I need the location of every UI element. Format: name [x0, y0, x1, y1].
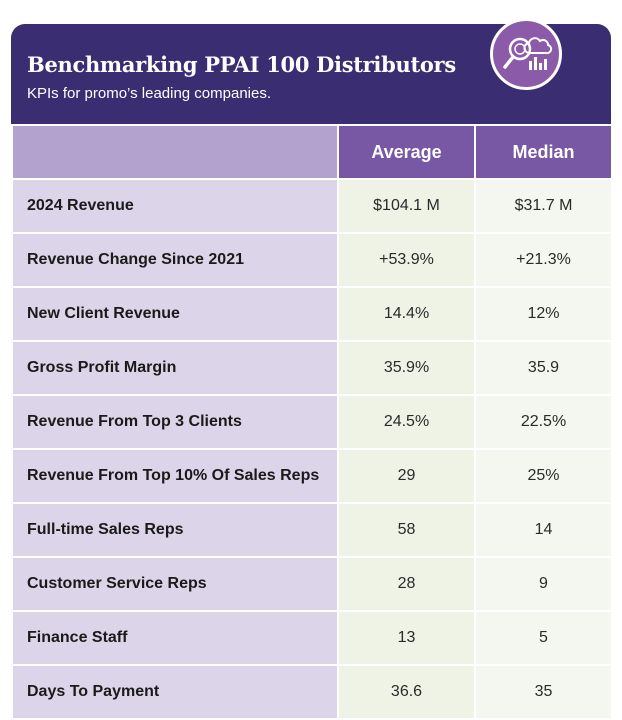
table-row: Revenue Change Since 2021 +53.9% +21.3% — [11, 232, 613, 288]
table-row: Days To Payment 36.6 35 — [11, 664, 613, 720]
row-label: New Client Revenue — [11, 286, 339, 342]
average-value: 36.6 — [337, 664, 476, 720]
median-value: 9 — [474, 556, 613, 612]
table-header-row: Average Median — [11, 124, 613, 180]
row-label: Gross Profit Margin — [11, 340, 339, 396]
median-value: 25% — [474, 448, 613, 504]
row-label: Finance Staff — [11, 610, 339, 666]
table-row: 2024 Revenue $104.1 M $31.7 M — [11, 178, 613, 234]
benchmark-card: Benchmarking PPAI 100 Distributors KPIs … — [11, 18, 613, 720]
header-banner: Benchmarking PPAI 100 Distributors KPIs … — [11, 18, 611, 124]
average-value: 14.4% — [337, 286, 476, 342]
page-subtitle: KPIs for promo’s leading companies. — [27, 85, 272, 102]
page-title: Benchmarking PPAI 100 Distributors — [27, 52, 456, 77]
row-label: Full-time Sales Reps — [11, 502, 339, 558]
average-value: 28 — [337, 556, 476, 612]
median-value: 12% — [474, 286, 613, 342]
row-label: Revenue Change Since 2021 — [11, 232, 339, 288]
header-average: Average — [337, 124, 476, 180]
analytics-magnifier-icon-graphic — [503, 37, 553, 70]
median-value: 22.5% — [474, 394, 613, 450]
average-value: 58 — [337, 502, 476, 558]
median-value: 35.9 — [474, 340, 613, 396]
table-row: Gross Profit Margin 35.9% 35.9 — [11, 340, 613, 396]
median-value: 5 — [474, 610, 613, 666]
row-label: Revenue From Top 10% Of Sales Reps — [11, 448, 339, 504]
average-value: 29 — [337, 448, 476, 504]
average-value: 35.9% — [337, 340, 476, 396]
kpi-table: Average Median 2024 Revenue $104.1 M $31… — [11, 124, 613, 720]
average-value: +53.9% — [337, 232, 476, 288]
analytics-magnifier-icon — [490, 18, 562, 90]
table-row: Customer Service Reps 28 9 — [11, 556, 613, 612]
average-value: 13 — [337, 610, 476, 666]
header-median: Median — [474, 124, 613, 180]
table-row: Revenue From Top 10% Of Sales Reps 29 25… — [11, 448, 613, 504]
row-label: 2024 Revenue — [11, 178, 339, 234]
table-row: Finance Staff 13 5 — [11, 610, 613, 666]
row-label: Customer Service Reps — [11, 556, 339, 612]
table-row: Revenue From Top 3 Clients 24.5% 22.5% — [11, 394, 613, 450]
median-value: 14 — [474, 502, 613, 558]
average-value: $104.1 M — [337, 178, 476, 234]
median-value: $31.7 M — [474, 178, 613, 234]
average-value: 24.5% — [337, 394, 476, 450]
median-value: +21.3% — [474, 232, 613, 288]
row-label: Days To Payment — [11, 664, 339, 720]
median-value: 35 — [474, 664, 613, 720]
header-blank-cell — [11, 124, 339, 180]
row-label: Revenue From Top 3 Clients — [11, 394, 339, 450]
table-row: New Client Revenue 14.4% 12% — [11, 286, 613, 342]
table-row: Full-time Sales Reps 58 14 — [11, 502, 613, 558]
